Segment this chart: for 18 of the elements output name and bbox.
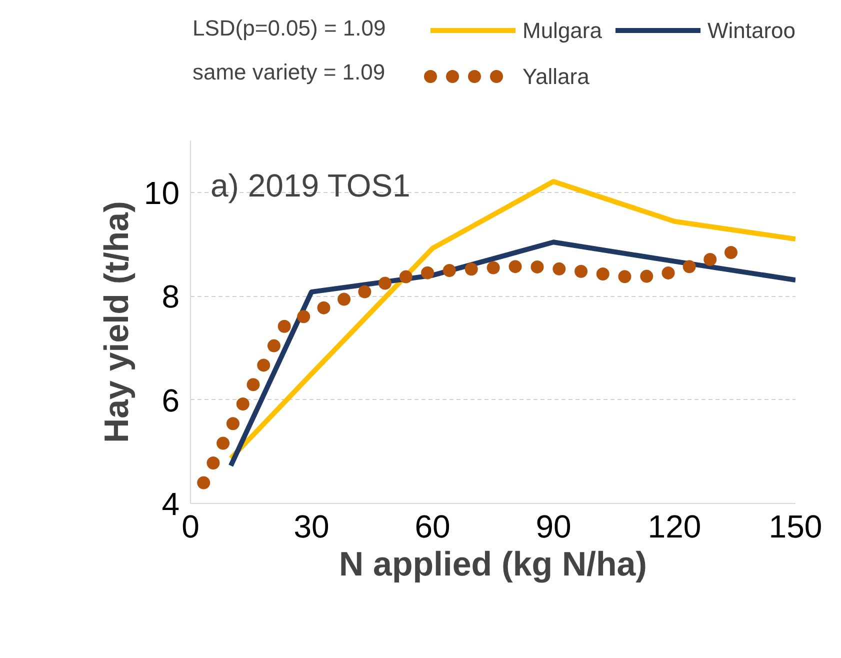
y-tick-label: 6 <box>162 382 180 418</box>
legend-label: Mulgara <box>522 18 603 43</box>
x-tick-label: 60 <box>414 508 450 544</box>
x-axis-title: N applied (kg N/ha) <box>339 546 647 584</box>
y-tick-label: 10 <box>144 174 180 211</box>
y-tick-label: 8 <box>162 278 180 315</box>
text: LSD(p=0.05) = 1.09 <box>192 16 386 40</box>
y-tick-label: 4 <box>162 486 180 522</box>
x-tick-label: 30 <box>294 508 330 544</box>
annotation: a) 2019 TOS1 <box>210 168 410 204</box>
y-axis-title: Hay yield (t/ha) <box>98 201 136 443</box>
legend-label: Yallara <box>522 64 590 89</box>
x-tick-label: 150 <box>768 508 822 544</box>
text: same variety = 1.09 <box>192 60 386 84</box>
x-tick-label: 120 <box>648 508 702 544</box>
legend-label: Wintaroo <box>708 18 796 43</box>
x-tick-label: 90 <box>536 508 572 544</box>
x-tick-label: 0 <box>182 508 200 544</box>
